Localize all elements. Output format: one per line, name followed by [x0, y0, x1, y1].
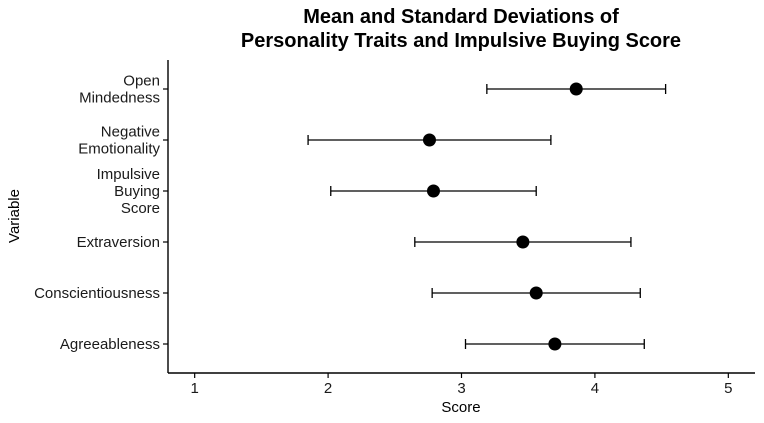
chart-title-line: Personality Traits and Impulsive Buying … [241, 30, 681, 52]
y-tick-label-line: Conscientiousness [34, 285, 160, 302]
y-tick-label: Negative Emotionality [78, 124, 160, 158]
y-tick-label-line: Negative [101, 124, 160, 141]
mean-point [529, 286, 543, 300]
y-tick-label-line: Mindedness [79, 90, 160, 107]
y-axis-title: Variable [6, 189, 23, 243]
mean-point [569, 82, 583, 96]
x-tick-label: 4 [591, 380, 599, 397]
y-tick-label-line: Buying [114, 183, 160, 200]
y-tick-label: Impulsive Buying Score [97, 166, 160, 217]
y-tick-label: Extraversion [77, 234, 160, 251]
mean-point [548, 337, 562, 351]
x-axis-title: Score [441, 399, 480, 416]
y-tick-label-line: Emotionality [78, 141, 160, 158]
y-tick-label: Agreeableness [60, 336, 160, 353]
x-tick-label: 2 [324, 380, 332, 397]
y-tick-label-line: Open [123, 73, 160, 90]
y-tick-label-line: Impulsive [97, 166, 160, 183]
mean-point [422, 133, 436, 147]
chart-title: Mean and Standard Deviations of Personali… [241, 6, 681, 52]
chart-title-line: Mean and Standard Deviations of [303, 6, 619, 28]
y-tick-label-line: Agreeableness [60, 336, 160, 353]
y-tick-label-line: Extraversion [77, 234, 160, 251]
mean-point [426, 184, 440, 198]
x-tick-label: 1 [191, 380, 199, 397]
y-tick-label: Open Mindedness [79, 73, 160, 107]
y-tick-label: Conscientiousness [34, 285, 160, 302]
x-tick-label: 5 [724, 380, 732, 397]
y-tick-label-line: Score [121, 200, 160, 217]
x-tick-label: 3 [457, 380, 465, 397]
mean-point [516, 235, 530, 249]
